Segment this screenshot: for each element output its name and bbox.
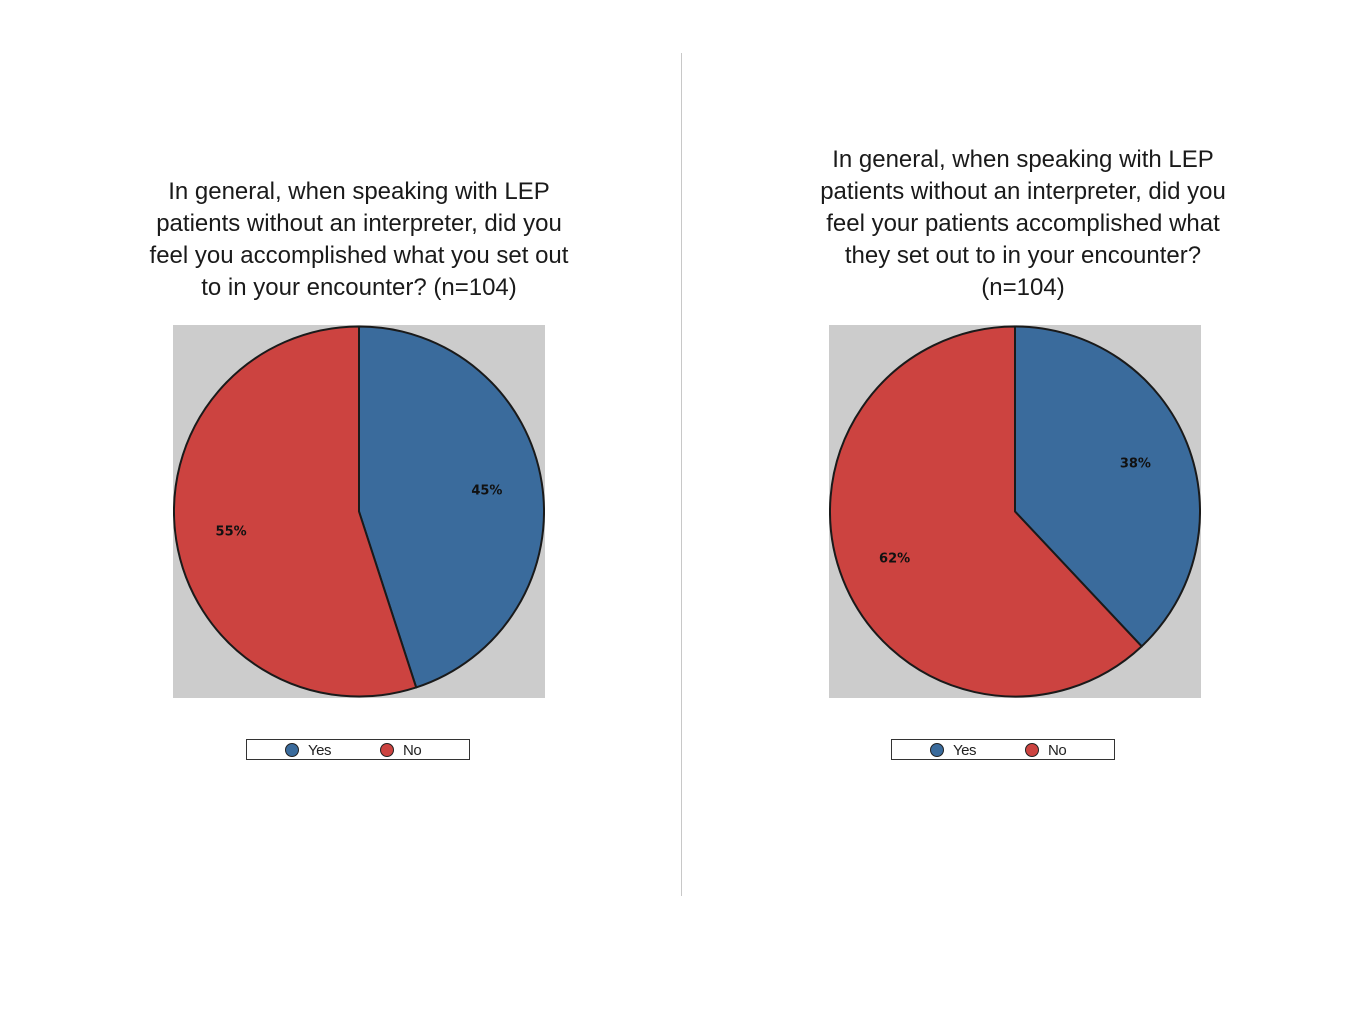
data-label-no: 55% <box>216 524 247 539</box>
chart-panel-right: In general, when speaking with LEP patie… <box>682 0 1364 1024</box>
legend-swatch-yes <box>285 743 299 757</box>
pie-chart: 45% 55% <box>173 325 545 698</box>
legend-item-no: No <box>1025 741 1067 759</box>
legend-label-no: No <box>403 741 422 759</box>
legend-item-yes: Yes <box>285 741 331 759</box>
pie-plot-area: 38% 62% <box>829 325 1201 698</box>
chart-panel-left: In general, when speaking with LEP patie… <box>0 0 682 1024</box>
data-label-yes: 38% <box>1120 456 1151 471</box>
chart-title: In general, when speaking with LEP patie… <box>820 146 1226 301</box>
legend-swatch-yes <box>930 743 944 757</box>
pie-slice-no <box>829 325 1143 698</box>
pie-plot-area: 45% 55% <box>173 325 545 698</box>
legend-swatch-no <box>380 743 394 757</box>
panel-divider <box>681 53 682 896</box>
data-label-no: 62% <box>879 552 910 567</box>
pie-chart: 38% 62% <box>829 325 1201 698</box>
chart-legend: Yes No <box>246 739 470 760</box>
pie-slice-yes <box>1014 325 1201 648</box>
chart-legend: Yes No <box>891 739 1115 760</box>
legend-item-no: No <box>380 741 422 759</box>
pie-slice-no <box>173 325 418 698</box>
data-label-yes: 45% <box>471 484 502 499</box>
chart-title: In general, when speaking with LEP patie… <box>149 178 569 301</box>
legend-item-yes: Yes <box>930 741 976 759</box>
legend-label-yes: Yes <box>953 741 976 759</box>
legend-swatch-no <box>1025 743 1039 757</box>
legend-label-no: No <box>1048 741 1067 759</box>
legend-label-yes: Yes <box>308 741 331 759</box>
pie-slice-yes <box>358 325 545 689</box>
